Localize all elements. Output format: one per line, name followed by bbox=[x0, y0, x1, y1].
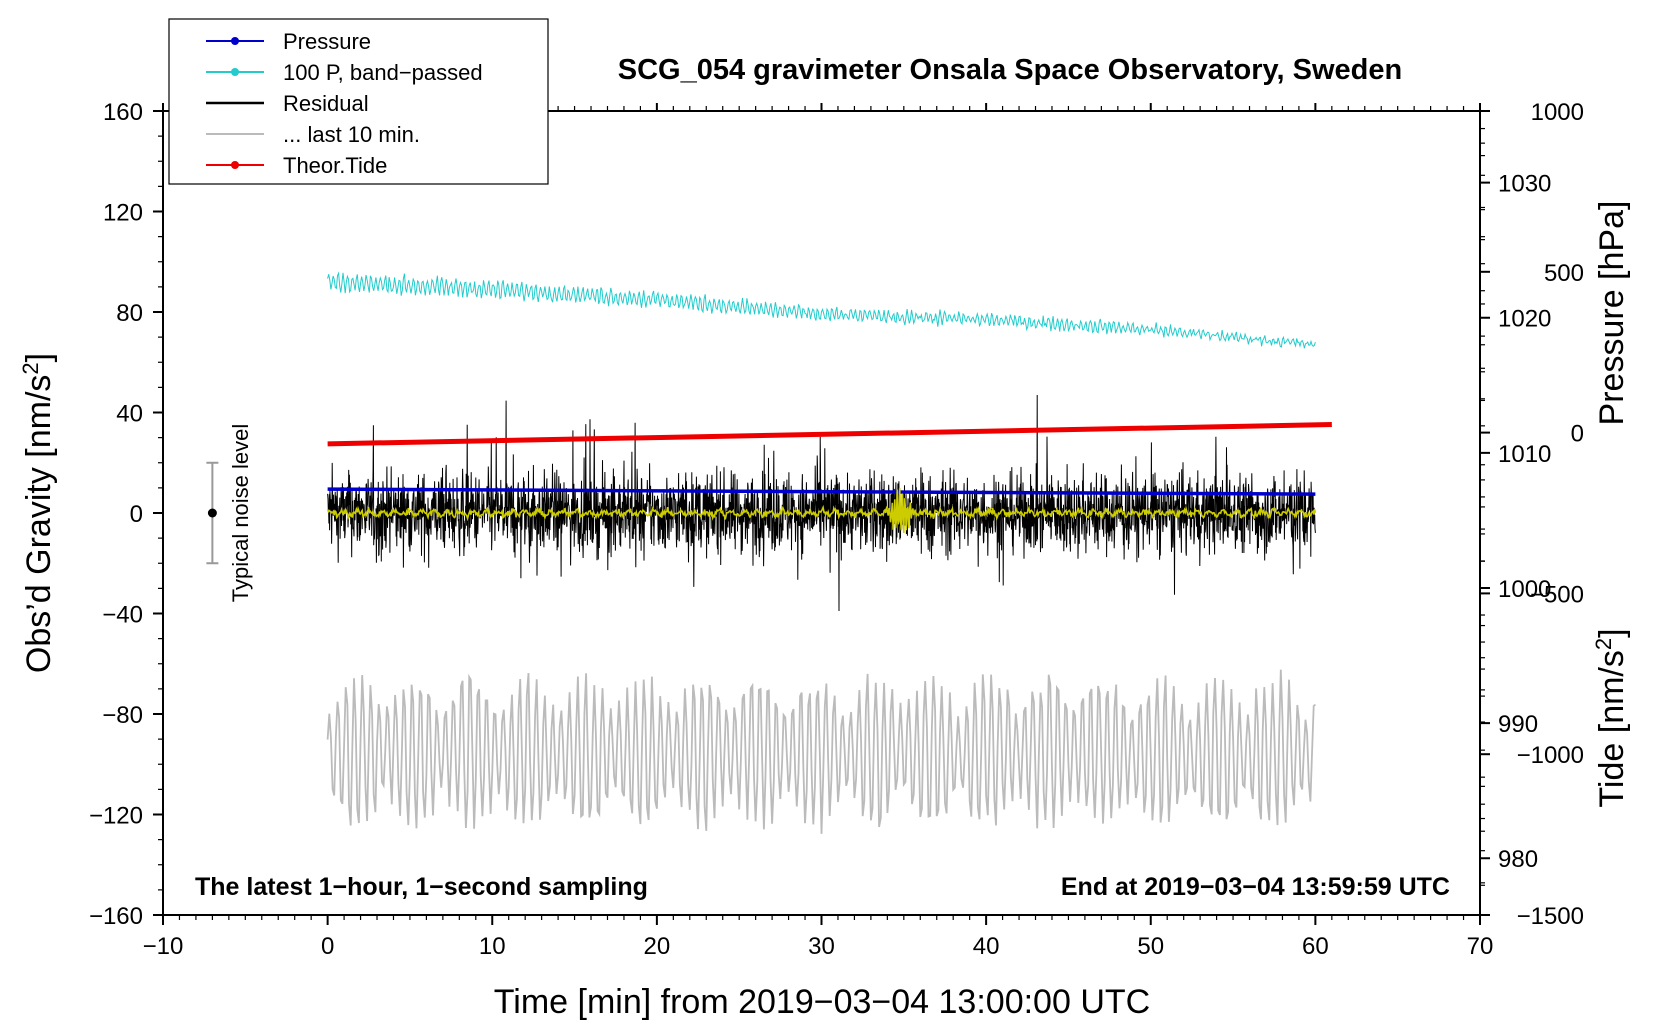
x-tick-label: 70 bbox=[1467, 933, 1494, 960]
series-theor-tide bbox=[327, 422, 1332, 447]
noise-level-bar bbox=[206, 461, 219, 565]
y-axis-left-label-sup: 2 bbox=[18, 362, 43, 374]
series-pressure bbox=[327, 487, 1316, 496]
tide-tick-label: 0 bbox=[1571, 421, 1584, 448]
series-band-passed-pressure bbox=[327, 271, 1316, 349]
y-tick-label: 160 bbox=[103, 99, 143, 126]
legend-marker bbox=[231, 161, 239, 169]
legend-box bbox=[168, 18, 549, 185]
noise-level-label: Typical noise level bbox=[228, 424, 253, 603]
y-axis-pressure-label: Pressure [hPa] bbox=[1593, 201, 1631, 426]
y-tick-label: 120 bbox=[103, 200, 143, 227]
x-tick-label: 60 bbox=[1302, 933, 1329, 960]
x-tick-label: 40 bbox=[973, 933, 1000, 960]
y-tick-label: −40 bbox=[102, 602, 143, 629]
legend-label: Pressure bbox=[283, 29, 371, 54]
y-axis-tide-label: Tide [nm/s2] bbox=[1591, 628, 1631, 807]
x-tick-label: −10 bbox=[143, 933, 184, 960]
annotation-end-time: End at 2019−03−04 13:59:59 UTC bbox=[1061, 873, 1450, 901]
x-axis-label: Time [min] from 2019−03−04 13:00:00 UTC bbox=[494, 983, 1150, 1020]
y-tick-label: 80 bbox=[116, 300, 143, 327]
pressure-tick-label: 990 bbox=[1498, 711, 1538, 738]
y-axis-tide-label-main: Tide [nm/s bbox=[1593, 650, 1631, 807]
x-tick-label: 0 bbox=[321, 933, 334, 960]
x-tick-label: 20 bbox=[644, 933, 671, 960]
tide-tick-label: −1000 bbox=[1517, 742, 1584, 769]
pressure-tick-label: 1020 bbox=[1498, 306, 1551, 333]
x-tick-label: 10 bbox=[479, 933, 506, 960]
pressure-tick-label: 1030 bbox=[1498, 171, 1551, 198]
y-tick-label: −120 bbox=[89, 803, 143, 830]
noise-bar-dot bbox=[207, 508, 217, 518]
y-tick-label: 0 bbox=[130, 501, 143, 528]
tide-tick-label: 1000 bbox=[1531, 99, 1584, 126]
y-axis-tide-label-close: ] bbox=[1593, 628, 1631, 637]
pressure-tick-label: 980 bbox=[1498, 846, 1538, 873]
legend-label: Theor.Tide bbox=[283, 153, 387, 178]
pressure-tick-label: 1010 bbox=[1498, 441, 1551, 468]
x-tick-label: 50 bbox=[1137, 933, 1164, 960]
legend-label: ... last 10 min. bbox=[283, 122, 420, 147]
y-axis-left: −160 −120 −80 −40 0 40 80 120 160 bbox=[89, 99, 163, 930]
legend-label: 100 P, band−passed bbox=[283, 60, 483, 85]
legend-label: Residual bbox=[283, 91, 369, 116]
y-axis-tide-label-sup: 2 bbox=[1591, 638, 1616, 650]
y-axis-left-label-close: ] bbox=[20, 353, 58, 362]
x-tick-label: 30 bbox=[808, 933, 835, 960]
y-axis-pressure: 980 990 1000 1010 1020 1030 bbox=[1479, 111, 1551, 899]
series-last-10-min bbox=[326, 669, 1316, 834]
y-tick-label: −80 bbox=[102, 702, 143, 729]
legend-marker bbox=[231, 37, 239, 45]
legend-marker bbox=[231, 68, 239, 76]
pressure-tick-label: 1000 bbox=[1498, 576, 1551, 603]
chart-title: SCG_054 gravimeter Onsala Space Observat… bbox=[618, 54, 1402, 86]
series-residual-filtered bbox=[326, 488, 1317, 534]
tide-tick-label: 500 bbox=[1544, 260, 1584, 287]
annotation-latest-hour: The latest 1−hour, 1−second sampling bbox=[195, 873, 648, 901]
data-layer bbox=[326, 271, 1332, 834]
tide-tick-label: −1500 bbox=[1517, 903, 1584, 930]
y-axis-left-label: Obs’d Gravity [nm/s2] bbox=[18, 353, 58, 673]
legend: Pressure 100 P, band−passed Residual ... la… bbox=[168, 18, 549, 185]
y-axis-left-label-main: Obs’d Gravity [nm/s bbox=[20, 375, 58, 674]
tide-tick-label: −500 bbox=[1530, 581, 1584, 608]
y-tick-label: 40 bbox=[116, 401, 143, 428]
y-tick-label: −160 bbox=[89, 903, 143, 930]
y-axis-tide: −1500 −1000 −500 0 500 1000 bbox=[1480, 99, 1584, 930]
